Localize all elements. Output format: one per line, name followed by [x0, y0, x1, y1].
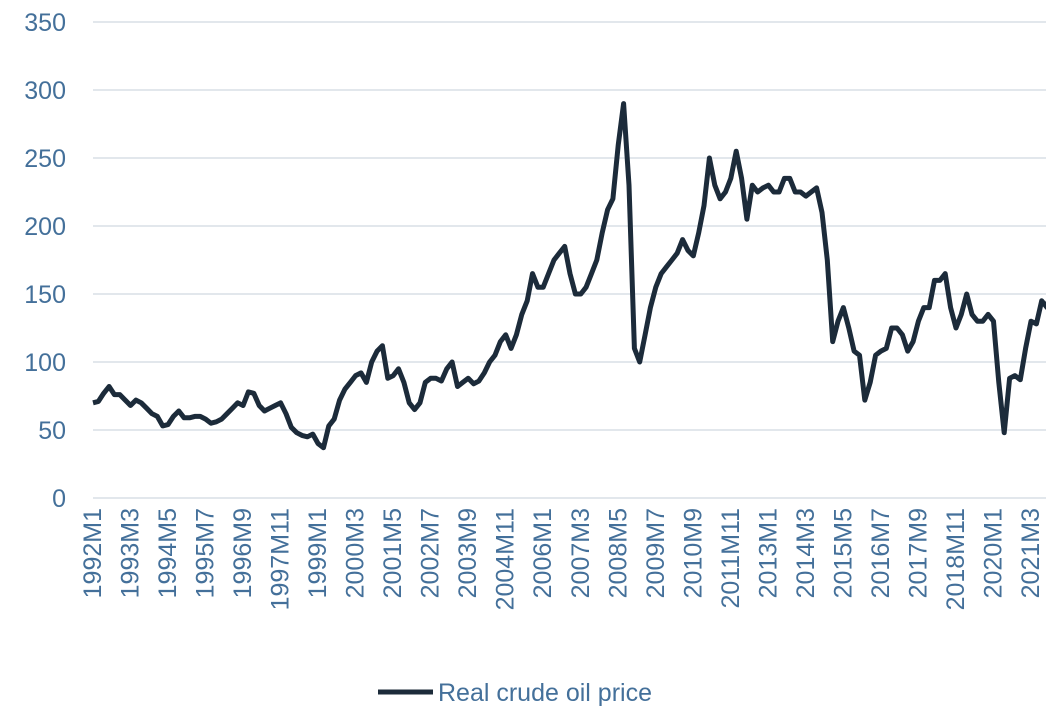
y-tick-label: 100	[24, 349, 66, 377]
x-tick-label: 2021M3	[1017, 508, 1045, 598]
x-tick-label: 2015M5	[829, 508, 857, 598]
x-tick-label: 2017M9	[904, 508, 932, 598]
x-tick-label: 1995M7	[192, 508, 220, 598]
legend-label: Real crude oil price	[438, 679, 652, 707]
y-tick-label: 0	[52, 485, 66, 513]
x-tick-label: 1993M3	[117, 508, 145, 598]
x-tick-label: 2018M11	[942, 508, 970, 610]
x-tick-label: 1996M9	[229, 508, 257, 598]
x-tick-label: 2007M3	[567, 508, 595, 598]
x-tick-label: 1999M1	[304, 508, 332, 598]
x-tick-label: 2020M1	[979, 508, 1007, 598]
x-tick-label: 2016M7	[867, 508, 895, 598]
data-line	[92, 101, 1046, 451]
x-tick-label: 2003M9	[454, 508, 482, 598]
x-tick-label: 2004M11	[492, 508, 520, 610]
x-tick-label: 2014M3	[792, 508, 820, 598]
x-tick-label: 2002M7	[417, 508, 445, 598]
x-tick-label: 1994M5	[154, 508, 182, 598]
y-tick-label: 300	[24, 77, 66, 105]
x-tick-label: 2008M5	[604, 508, 632, 598]
y-tick-label: 350	[24, 9, 66, 37]
x-tick-label: 1997M11	[267, 508, 295, 610]
x-tick-label: 2010M9	[679, 508, 707, 598]
x-tick-label: 1992M1	[79, 508, 107, 598]
x-tick-label: 2000M3	[342, 508, 370, 598]
x-tick-label: 2006M1	[529, 508, 557, 598]
y-tick-label: 150	[24, 281, 66, 309]
y-tick-label: 250	[24, 145, 66, 173]
x-tick-label: 2009M7	[642, 508, 670, 598]
x-tick-label: 2011M11	[717, 508, 745, 609]
x-tick-label: 2013M1	[754, 508, 782, 598]
x-tick-label: 2001M5	[379, 508, 407, 598]
y-tick-label: 200	[24, 213, 66, 241]
y-tick-label: 50	[38, 417, 66, 445]
